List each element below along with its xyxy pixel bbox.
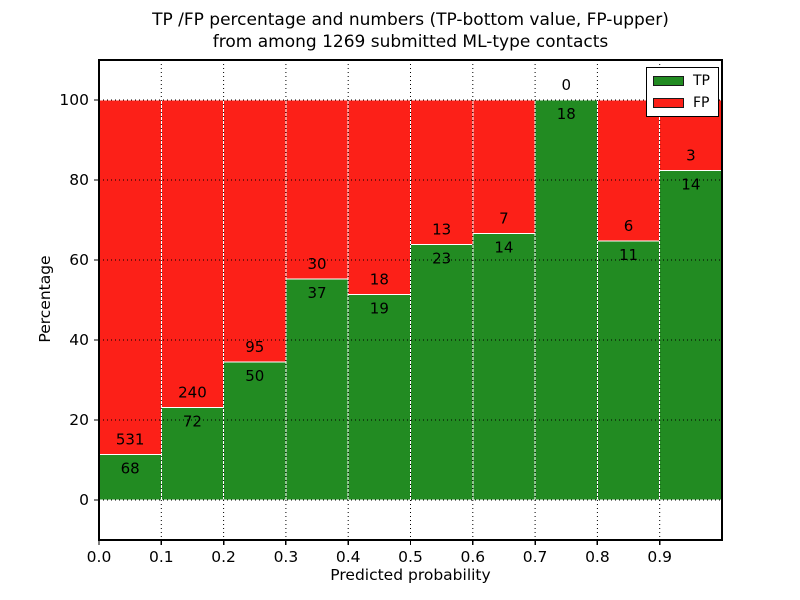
tp-bar-segment	[472, 232, 536, 501]
tp-count-label: 14	[681, 176, 700, 194]
x-axis-label: Predicted probability	[330, 566, 491, 584]
fp-count-label: 18	[370, 271, 389, 289]
fp-bar-segment	[410, 99, 474, 245]
y-tick-label: 20	[69, 411, 89, 429]
x-tick-label: 0.6	[460, 548, 485, 566]
y-tick-label: 0	[79, 491, 89, 509]
y-axis-label: Percentage	[36, 255, 54, 343]
tp-bar-segment	[659, 170, 723, 501]
tp-bar-segment	[410, 243, 474, 501]
tp-count-label: 11	[619, 246, 638, 264]
tp-count-label: 37	[308, 284, 327, 302]
tp-count-label: 19	[370, 300, 389, 318]
legend-label-fp: FP	[693, 95, 710, 111]
tp-count-label: 23	[432, 249, 451, 267]
tp-count-label: 68	[121, 460, 140, 478]
fp-bar-segment	[223, 99, 287, 363]
tp-count-label: 72	[183, 413, 202, 431]
tp-bar-segment	[285, 278, 349, 501]
fp-count-label: 13	[432, 220, 451, 238]
fp-bar-segment	[347, 99, 412, 296]
x-tick-label: 0.7	[523, 548, 548, 566]
tp-bar-segment	[160, 407, 225, 501]
fp-count-label: 531	[116, 431, 145, 449]
y-tick-label: 100	[59, 91, 89, 109]
fp-count-label: 240	[178, 384, 207, 402]
tp-swatch-icon	[653, 76, 684, 86]
y-tick-label: 40	[69, 331, 89, 349]
legend-item-tp: TP	[653, 74, 711, 88]
tp-bar-segment	[223, 361, 287, 501]
x-tick-label: 0.4	[336, 548, 361, 566]
x-tick-label: 0.1	[149, 548, 174, 566]
y-tick-label: 80	[69, 171, 89, 189]
x-tick-label: 0.8	[585, 548, 610, 566]
fp-bar-segment	[596, 99, 661, 242]
fp-count-label: 3	[686, 147, 696, 165]
fp-count-label: 0	[561, 76, 571, 94]
tp-count-label: 18	[557, 105, 576, 123]
fp-count-label: 95	[245, 338, 264, 356]
fp-bar-segment	[285, 99, 349, 280]
legend-label-tp: TP	[693, 73, 710, 89]
x-tick-label: 0.9	[647, 548, 672, 566]
tp-bar-segment	[347, 294, 412, 501]
fp-swatch-icon	[653, 98, 684, 108]
x-tick-label: 0.3	[274, 548, 299, 566]
tp-count-label: 50	[245, 367, 264, 385]
legend: TP FP	[646, 67, 719, 117]
tp-count-label: 14	[494, 238, 513, 256]
fp-count-label: 7	[499, 209, 509, 227]
x-tick-label: 0.2	[211, 548, 236, 566]
fp-bar-segment	[472, 99, 536, 234]
chart-title-line1: TP /FP percentage and numbers (TP-bottom…	[152, 10, 669, 30]
chart-title-line2: from among 1269 submitted ML-type contac…	[212, 32, 609, 52]
x-tick-label: 0.0	[87, 548, 112, 566]
chart-title: TP /FP percentage and numbers (TP-bottom…	[99, 9, 722, 53]
y-tick-label: 60	[69, 251, 89, 269]
fp-bar-segment	[160, 99, 225, 409]
fp-count-label: 30	[308, 255, 327, 273]
fp-bar-segment	[98, 99, 162, 456]
x-tick-label: 0.5	[398, 548, 423, 566]
fp-count-label: 6	[624, 217, 634, 235]
tp-bar-segment	[596, 240, 661, 501]
legend-item-fp: FP	[653, 96, 711, 110]
tp-bar-segment	[534, 99, 598, 501]
